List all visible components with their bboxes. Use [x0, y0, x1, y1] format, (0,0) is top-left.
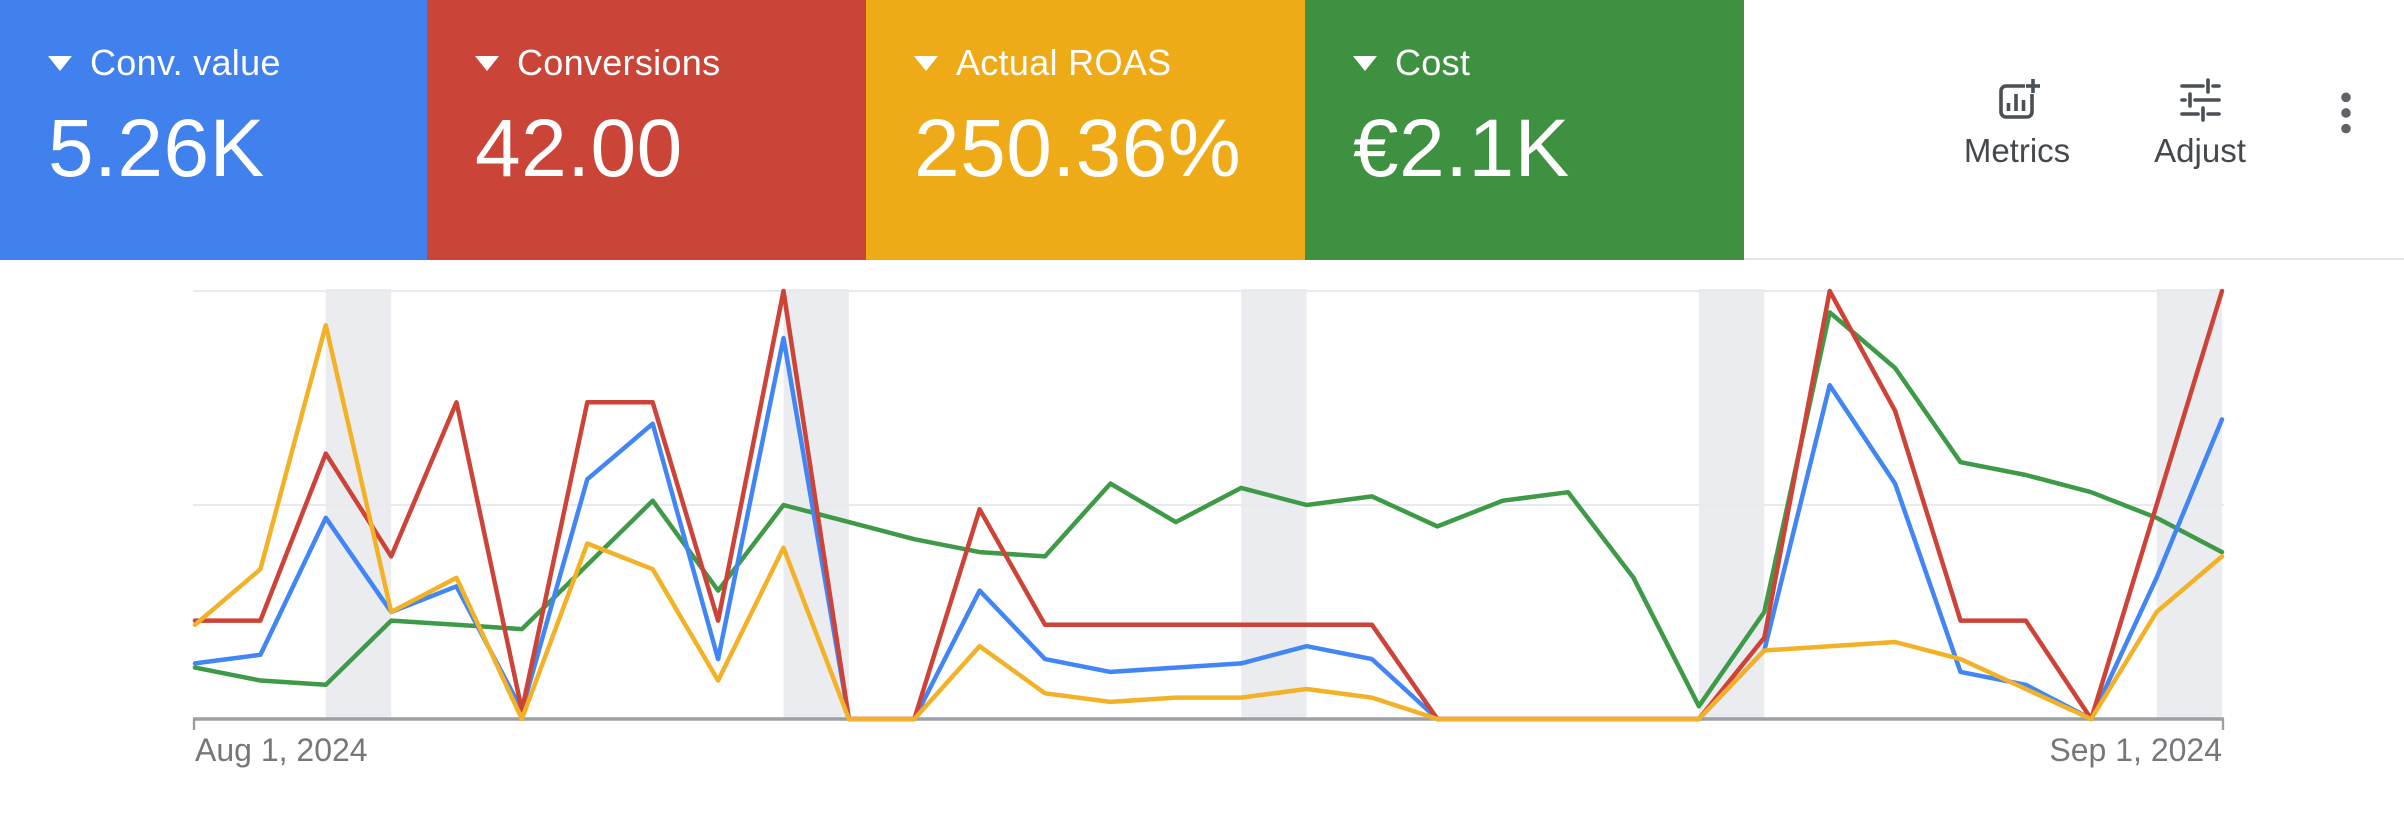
scorecard-label-row[interactable]: Actual ROAS	[914, 44, 1305, 82]
scorecard-label: Actual ROAS	[956, 42, 1172, 83]
dropdown-arrow-icon	[1353, 55, 1377, 71]
dropdown-arrow-icon	[475, 55, 499, 71]
scorecard-cost[interactable]: Cost €2.1K	[1305, 0, 1744, 260]
dropdown-arrow-icon	[914, 55, 938, 71]
scorecard-actual-roas[interactable]: Actual ROAS 250.36%	[866, 0, 1305, 260]
performance-timeseries-chart[interactable]: Aug 1, 2024 Sep 1, 2024	[0, 260, 2404, 824]
scorecard-label-row[interactable]: Conversions	[475, 44, 866, 82]
dropdown-arrow-icon	[48, 55, 72, 71]
scorecard-label: Conv. value	[90, 42, 281, 83]
scorecard-label-row[interactable]: Conv. value	[48, 44, 427, 82]
scorecard-value: 5.26K	[48, 103, 265, 194]
chart-header: Conv. value 5.26K Conversions 42.00 Actu…	[0, 0, 2404, 260]
scorecard-value: 42.00	[475, 103, 683, 194]
more-vert-icon	[2321, 89, 2371, 144]
scorecard-label-row[interactable]: Cost	[1353, 44, 1744, 82]
tune-icon	[2176, 76, 2224, 124]
scorecard-value: €2.1K	[1353, 103, 1570, 194]
scorecard-label: Conversions	[517, 42, 721, 83]
metrics-button-label: Metrics	[1963, 132, 2071, 169]
scorecard-conversions[interactable]: Conversions 42.00	[427, 0, 866, 260]
more-options-button[interactable]	[2320, 86, 2372, 146]
scorecard-value: 250.36%	[914, 103, 1242, 194]
scorecard-conv-value[interactable]: Conv. value 5.26K	[0, 0, 427, 260]
metrics-button[interactable]: Metrics	[1942, 76, 2092, 167]
x-axis-end-label: Sep 1, 2024	[2049, 732, 2222, 768]
timeseries-svg	[192, 288, 2225, 730]
adjust-button-label: Adjust	[2154, 132, 2246, 169]
add-chart-icon	[1993, 76, 2041, 124]
x-axis-start-label: Aug 1, 2024	[195, 732, 368, 768]
scorecard-label: Cost	[1395, 42, 1471, 83]
adjust-button[interactable]: Adjust	[2125, 76, 2275, 167]
